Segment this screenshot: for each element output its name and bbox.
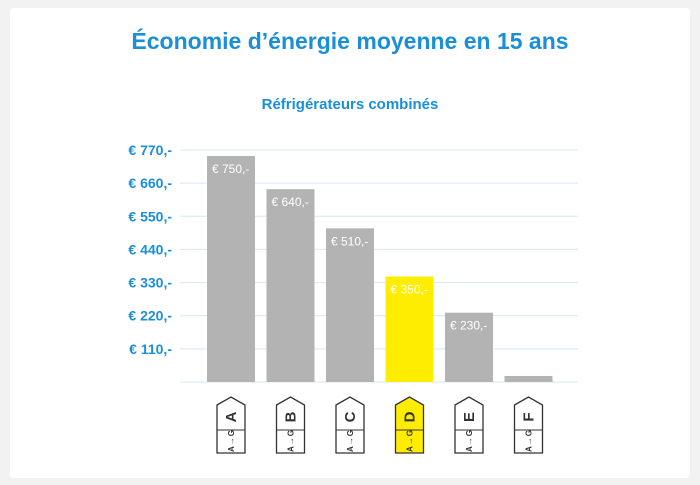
- bars: € 750,- € 640,- € 510,- € 350,- € 230,-: [207, 156, 553, 382]
- energy-badge-a: AA→G: [216, 396, 246, 454]
- badge-scale-bottom: G: [525, 430, 534, 436]
- bar-a: [207, 156, 255, 382]
- badge-scale-bottom: G: [287, 430, 296, 436]
- badge-letter: B: [283, 411, 300, 422]
- badge-shape: [454, 396, 484, 454]
- badge-shape: [513, 396, 544, 454]
- energy-badge-e: E A→G: [454, 396, 484, 454]
- badge-scale-text: A→G: [465, 430, 474, 452]
- badge-letter: A: [223, 411, 240, 422]
- badge-scale-text: A→G: [406, 430, 415, 452]
- badge-scale-top: A: [525, 446, 534, 452]
- chart-title: Économie d’énergie moyenne en 15 ans: [131, 28, 569, 54]
- data-label: € 750,-: [212, 162, 249, 176]
- badge-scale-bottom: G: [227, 430, 236, 436]
- y-tick-label: € 550,-: [128, 208, 172, 224]
- bar-b: [266, 189, 315, 382]
- badge-shape: [394, 396, 425, 454]
- badge-letter: D: [402, 411, 419, 422]
- badge-scale-text: A→G: [525, 430, 534, 452]
- badge-scale-top: A: [406, 446, 415, 452]
- chart-subtitle: Réfrigérateurs combinés: [261, 96, 439, 113]
- badge-letter: E: [461, 412, 478, 422]
- badge-scale-top: A: [227, 446, 236, 452]
- badge-scale-bottom: G: [465, 430, 474, 436]
- badge-scale-text: A→G: [227, 430, 236, 452]
- energy-badge-b: B A→G: [275, 396, 306, 454]
- badge-scale-bottom: G: [406, 430, 415, 436]
- badge-letter: C: [342, 411, 359, 422]
- badge-scale-arrow: →: [227, 437, 236, 445]
- y-axis-ticks: € 110,- € 220,- € 330,- € 440,- € 550,- € 660…: [128, 142, 172, 357]
- bar-d: [385, 276, 434, 382]
- badge-shape: [335, 396, 365, 454]
- bar-c: [326, 228, 374, 382]
- energy-badge-c: C A→G: [335, 396, 365, 454]
- badge-scale-arrow: →: [465, 437, 474, 445]
- y-tick-label: € 330,-: [128, 275, 172, 291]
- bar-e: [445, 312, 493, 382]
- badge-scale-arrow: →: [346, 437, 355, 445]
- badge-scale-text: A→G: [287, 430, 296, 452]
- y-tick-label: € 660,-: [128, 175, 172, 191]
- energy-badge-f: F A→G: [513, 396, 544, 454]
- y-tick-label: € 440,-: [128, 241, 172, 257]
- badge-scale-top: A: [287, 446, 296, 452]
- bar-f: [504, 375, 553, 382]
- energy-label-badges: AA→GBA→GCA→GDA→GEA→GFA→G: [216, 396, 544, 454]
- y-tick-label: € 770,-: [128, 142, 172, 158]
- badge-letter: F: [521, 412, 538, 421]
- data-label: € 230,-: [450, 319, 487, 333]
- badge-scale-top: A: [346, 446, 355, 452]
- data-label: € 510,-: [331, 234, 368, 248]
- badge-shape: [275, 396, 306, 454]
- badge-shape: [216, 396, 246, 454]
- energy-badge-d: D A→G: [394, 396, 425, 454]
- data-label: € 640,-: [272, 195, 309, 209]
- badge-scale-bottom: G: [346, 430, 355, 436]
- data-label: € 350,-: [391, 283, 428, 297]
- y-tick-label: € 220,-: [128, 308, 172, 324]
- badge-scale-top: A: [465, 446, 474, 452]
- badge-scale-arrow: →: [406, 437, 415, 445]
- badge-scale-arrow: →: [287, 437, 296, 445]
- badge-scale-arrow: →: [525, 437, 534, 445]
- y-tick-label: € 110,-: [129, 341, 172, 357]
- badge-scale-text: A→G: [346, 430, 355, 452]
